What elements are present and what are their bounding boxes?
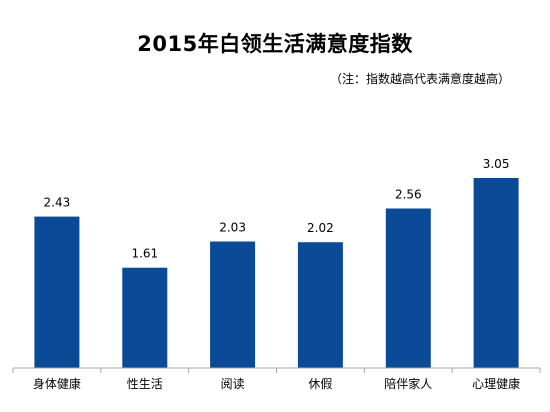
value-label-6: 3.05 (483, 157, 510, 171)
x-tick-label-1: 身体健康 (33, 376, 81, 391)
ticks-layer (12, 368, 541, 373)
value-labels-layer: 2.43 1.61 2.03 2.02 2.56 3.05 (44, 157, 510, 261)
bars-layer (34, 178, 519, 368)
bar-5 (385, 208, 431, 368)
value-label-4: 2.02 (307, 221, 334, 235)
x-tick-label-6: 心理健康 (472, 376, 520, 391)
chart-title: 2015年白领生活满意度指数 (137, 32, 413, 56)
x-tick-label-2: 性生活 (127, 377, 163, 391)
value-label-5: 2.56 (395, 188, 422, 202)
x-tick-label-5: 陪伴家人 (384, 376, 432, 391)
value-label-2: 1.61 (131, 247, 158, 261)
bar-6 (473, 178, 519, 368)
tick-labels-layer: 身体健康 性生活 阅读 休假 陪伴家人 心理健康 (33, 376, 520, 391)
bar-4 (297, 242, 343, 368)
x-tick-label-4: 休假 (308, 377, 332, 391)
value-label-1: 2.43 (44, 196, 71, 210)
value-label-3: 2.03 (219, 221, 246, 235)
x-tick-label-3: 阅读 (221, 377, 245, 391)
bar-1 (34, 216, 80, 368)
bar-3 (210, 241, 256, 368)
chart-note: （注：指数越高代表满意度越高） (329, 72, 510, 86)
bar-2 (122, 267, 168, 368)
